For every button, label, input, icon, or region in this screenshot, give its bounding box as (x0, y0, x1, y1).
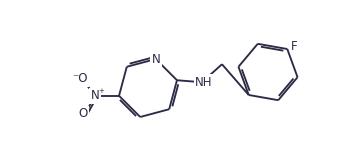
Text: O: O (78, 107, 88, 120)
Text: NH: NH (195, 76, 213, 89)
Text: ⁻O: ⁻O (72, 72, 88, 85)
Text: N: N (91, 89, 99, 102)
Text: N: N (151, 53, 160, 65)
Text: F: F (291, 40, 297, 53)
Text: +: + (98, 88, 104, 94)
